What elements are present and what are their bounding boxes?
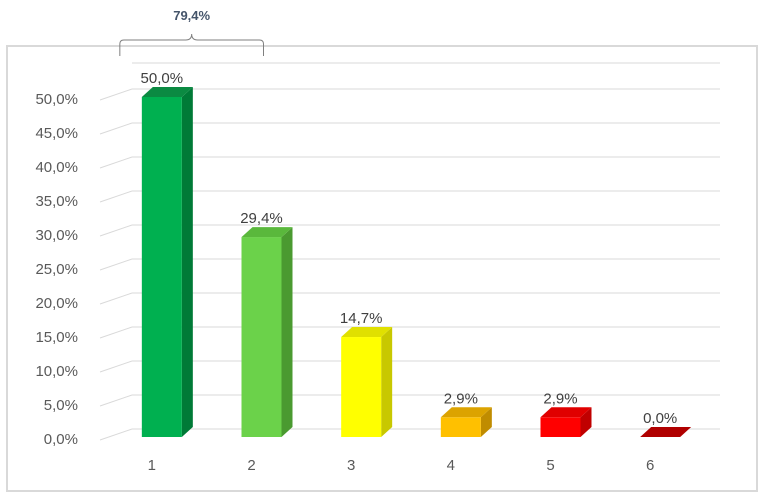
gridline-depth: [99, 258, 133, 271]
gridline-depth: [99, 326, 133, 339]
data-label: 2,9%: [543, 390, 577, 407]
data-label: 2,9%: [444, 390, 478, 407]
x-tick-label: 5: [546, 457, 554, 474]
x-tick-label: 3: [347, 457, 355, 474]
x-tick-label: 6: [646, 457, 654, 474]
y-tick-label: 35,0%: [35, 193, 78, 210]
gridline-depth: [99, 292, 133, 305]
y-tick-label: 15,0%: [35, 329, 78, 346]
bar: [540, 417, 581, 437]
y-tick-label: 20,0%: [35, 295, 78, 312]
bar-side: [181, 87, 193, 437]
bar-top: [241, 227, 293, 238]
data-label: 29,4%: [240, 210, 283, 227]
bar: [241, 237, 282, 437]
y-tick-label: 5,0%: [44, 397, 78, 414]
bar: [440, 417, 481, 437]
data-label: 14,7%: [340, 310, 383, 327]
x-tick-label: 1: [148, 457, 156, 474]
bar-side: [381, 327, 393, 437]
y-tick-label: 25,0%: [35, 261, 78, 278]
bar-top: [141, 87, 193, 97]
gridline-depth: [99, 190, 133, 203]
data-label: 0,0%: [643, 410, 677, 427]
x-tick-label: 4: [447, 457, 455, 474]
y-tick-label: 30,0%: [35, 227, 78, 244]
bar: [341, 337, 382, 437]
y-tick-label: 10,0%: [35, 363, 78, 380]
bar-side: [580, 407, 592, 437]
gridline-depth: [99, 394, 133, 407]
data-labels: 50,0% 29,4% 14,7% 2,9% 2,9% 0,0%: [141, 70, 678, 427]
y-tick-label: 0,0%: [44, 431, 78, 448]
bar: [141, 97, 182, 437]
gridline-depth: [99, 156, 133, 169]
gridline-depth: [99, 88, 133, 101]
bar-top: [540, 407, 592, 418]
gridline-depth: [99, 360, 133, 373]
annotation-brace: [119, 33, 264, 56]
gridline-depth: [99, 122, 133, 135]
y-axis-ticks: 0,0% 5,0% 10,0% 15,0% 20,0% 25,0% 30,0% 35,0% 40…: [35, 91, 78, 448]
data-label: 50,0%: [141, 70, 184, 87]
bar-side: [480, 407, 492, 437]
gridlines: [99, 62, 720, 441]
y-tick-label: 45,0%: [35, 125, 78, 142]
gridline-depth: [99, 428, 133, 441]
bar-side: [281, 227, 293, 437]
gridline-depth: [99, 224, 133, 237]
annotation: 79,4%: [119, 8, 264, 56]
annotation-label: 79,4%: [173, 8, 210, 23]
x-axis-ticks: 1 2 3 4 5 6: [148, 457, 655, 474]
bar-top: [440, 407, 492, 418]
bar-top: [341, 327, 393, 338]
y-tick-label: 40,0%: [35, 159, 78, 176]
x-tick-label: 2: [247, 457, 255, 474]
y-tick-label: 50,0%: [35, 91, 78, 108]
bar-top: [640, 427, 692, 437]
bars: [141, 87, 692, 437]
